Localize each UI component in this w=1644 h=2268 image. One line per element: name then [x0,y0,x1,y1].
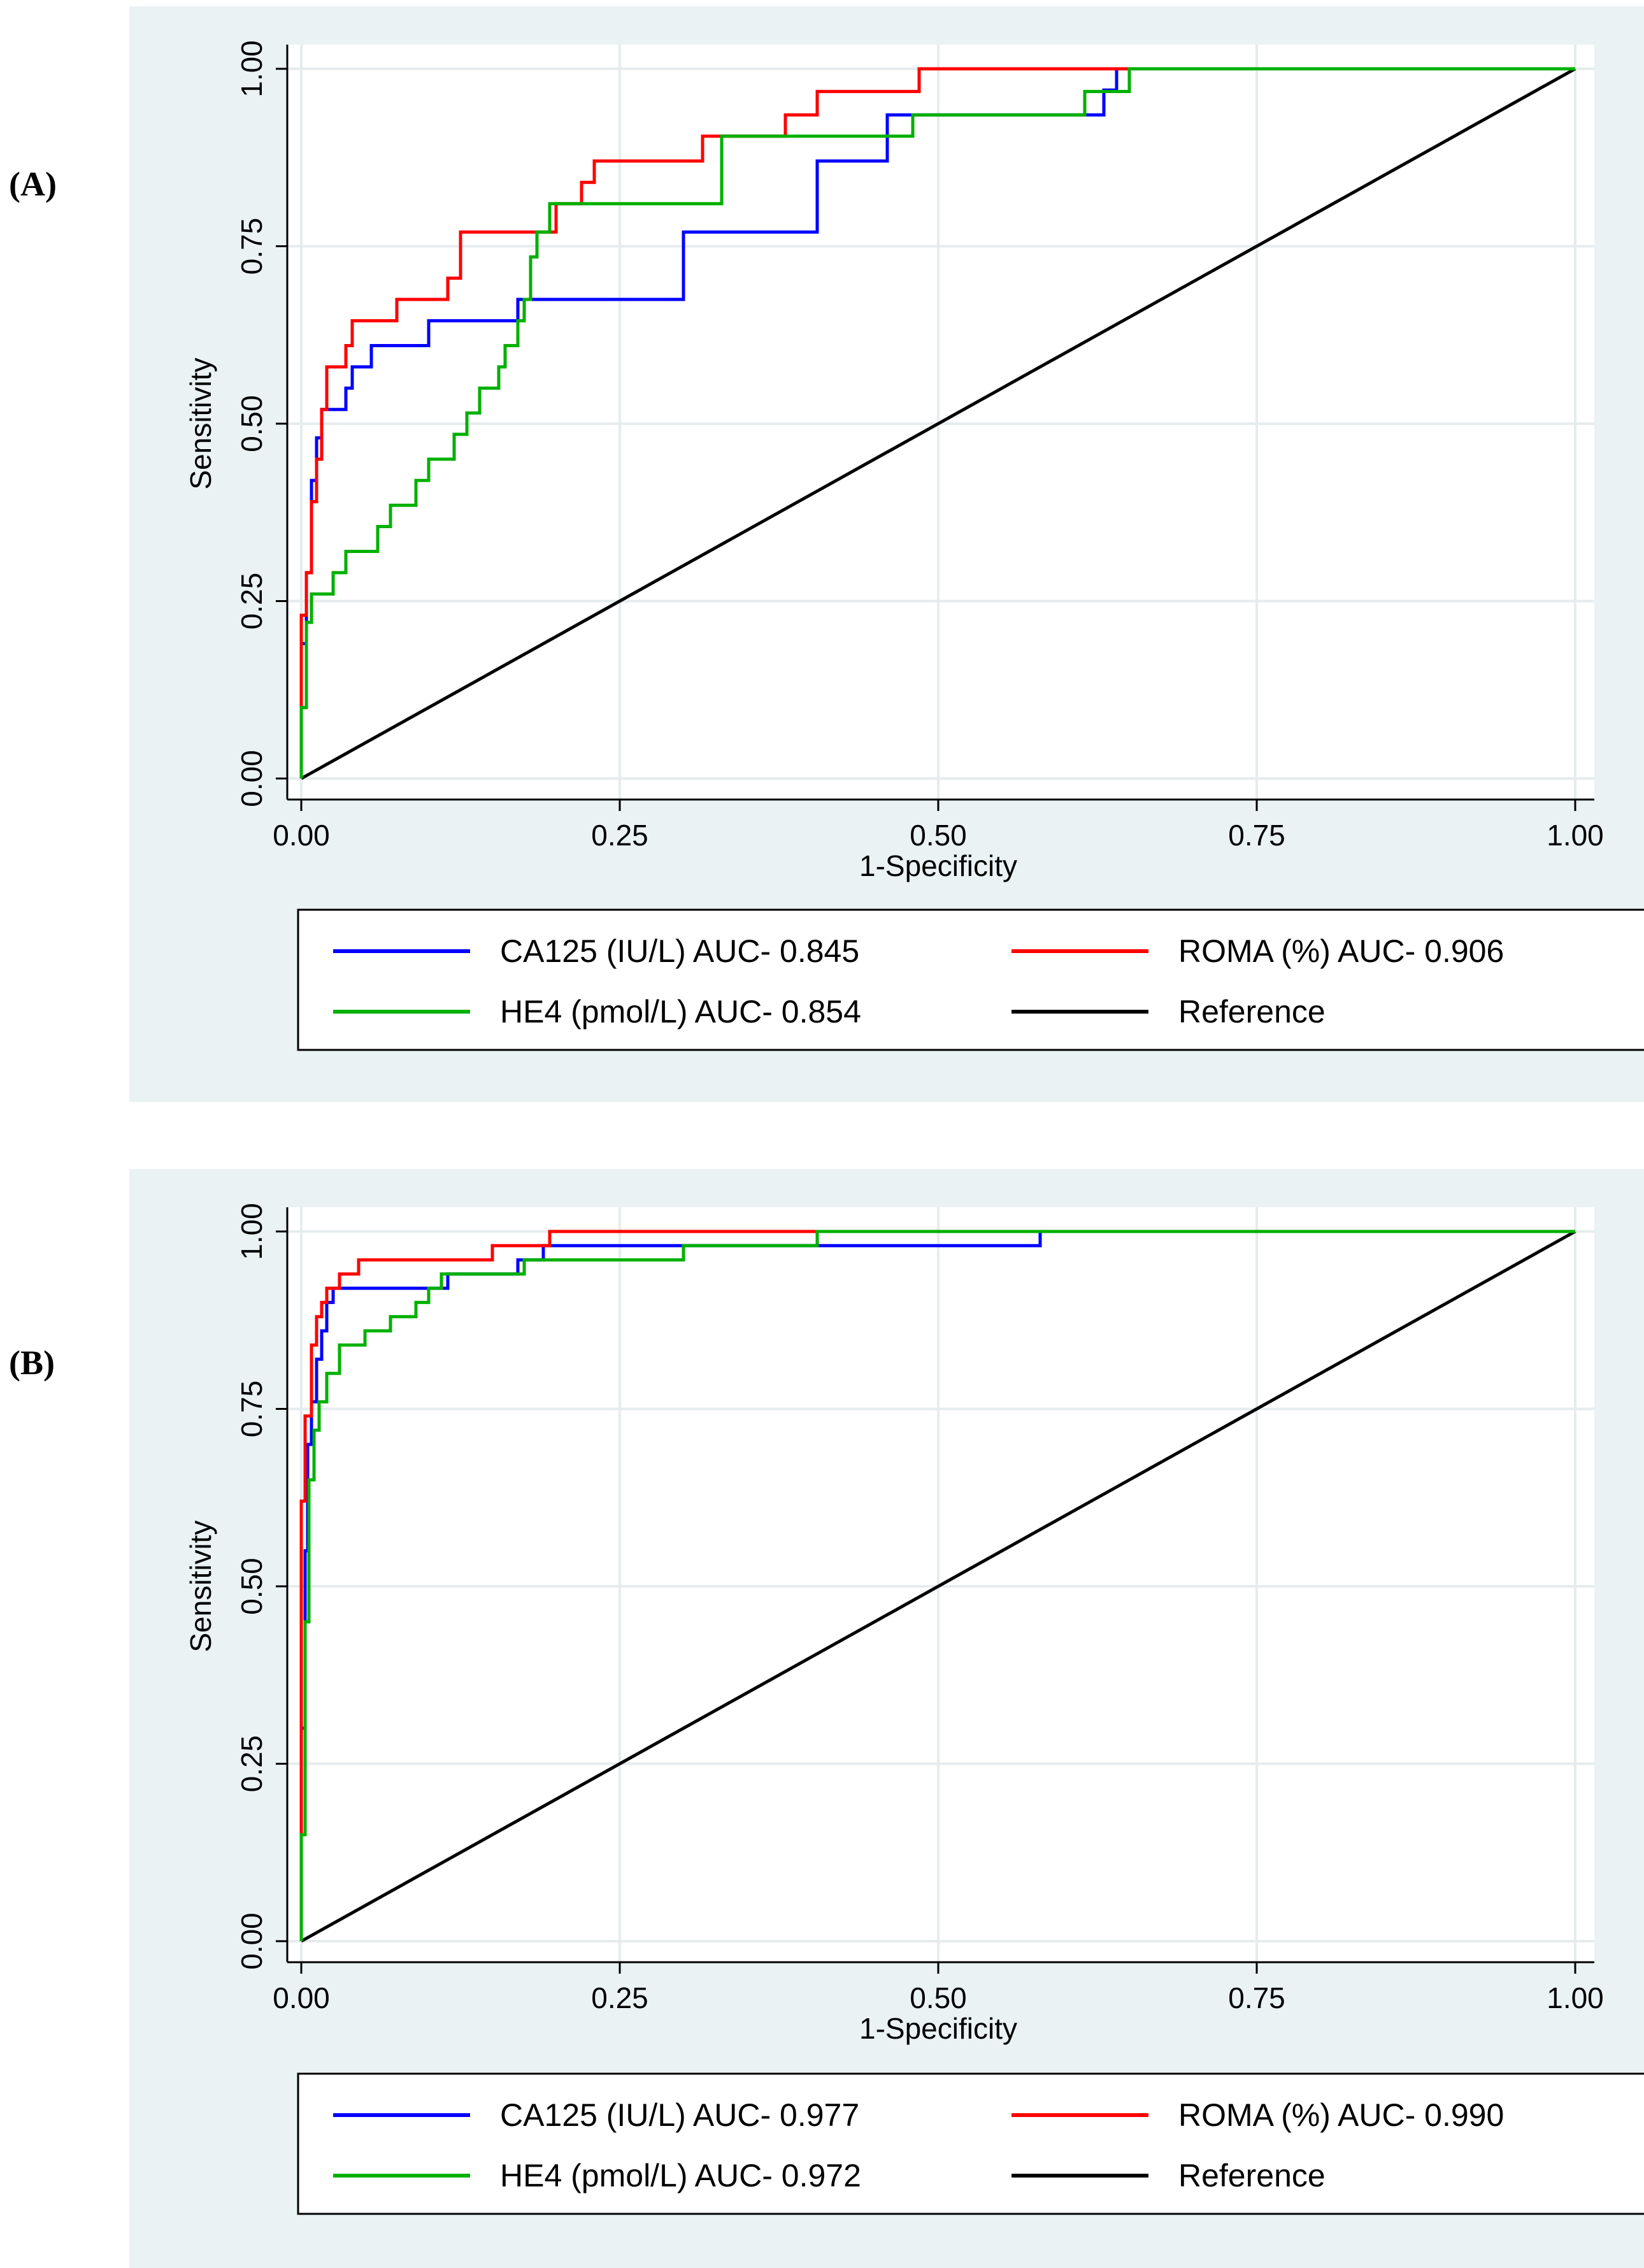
legend-label-he4: HE4 (pmol/L) AUC- 0.972 [500,2158,861,2193]
x-tick-label: 0.75 [1228,819,1285,852]
y-axis-title: Sensitivity [184,1520,217,1652]
x-tick-label: 0.25 [591,1981,648,2014]
y-axis-title: Sensitivity [184,357,217,489]
x-tick-label: 1.00 [1547,1981,1604,2014]
y-tick-label: 0.75 [235,1381,268,1438]
legend-label-reference: Reference [1178,2158,1326,2193]
panel-label-a: (A) [9,165,57,203]
series-line-he4 [299,67,1575,779]
y-tick-label: 1.00 [235,1203,268,1260]
panel-label-b: (B) [9,1344,55,1382]
legend-label-ca125: CA125 (IU/L) AUC- 0.977 [500,2097,859,2133]
roc-chart-b: 0.000.00 0.25 0.25 0.50 0.50 0.75 0.75 1.00 1.00… [184,1203,1644,2215]
y-tick-label: 0.25 [235,573,268,630]
x-tick-label: 0.25 [591,819,648,852]
legend-box [297,908,1644,1051]
series-line-he4 [299,1230,1575,1941]
x-tick-label: 0.50 [910,1981,967,2014]
legend-box [297,2072,1644,2215]
legend-label-roma: ROMA (%) AUC- 0.990 [1178,2097,1504,2133]
legend-label-ca125: CA125 (IU/L) AUC- 0.845 [500,933,859,969]
legend-label-he4: HE4 (pmol/L) AUC- 0.854 [500,994,861,1030]
legend-label-roma: ROMA (%) AUC- 0.906 [1178,933,1504,969]
y-tick-label: 0.50 [235,1558,268,1615]
series-line-reference [300,67,1576,780]
x-axis-title: 1-Specificity [859,2012,1017,2045]
x-tick-label: 0.75 [1228,1981,1285,2014]
x-tick-label: 0.00 [273,1981,330,2014]
x-tick-label: 0.50 [910,819,967,852]
series-line-reference [300,1230,1576,1943]
series-line-ca125 [299,67,1575,779]
y-tick-label: 0.75 [235,218,268,275]
legend-label-reference: Reference [1178,994,1326,1030]
y-tick-label: 1.00 [235,40,268,97]
series-line-roma [299,1230,1575,1941]
y-tick-label: 0.00 [235,750,268,807]
y-tick-label: 0.50 [235,395,268,452]
roc-chart-a: 0.000.00 0.25 0.25 0.50 0.50 0.75 0.75 1.00 1.00… [184,40,1644,1051]
x-axis-title: 1-Specificity [859,849,1017,882]
x-tick-label: 0.00 [273,819,330,852]
x-tick-label: 1.00 [1547,819,1604,852]
y-tick-label: 0.00 [235,1913,268,1970]
y-tick-label: 0.25 [235,1735,268,1793]
